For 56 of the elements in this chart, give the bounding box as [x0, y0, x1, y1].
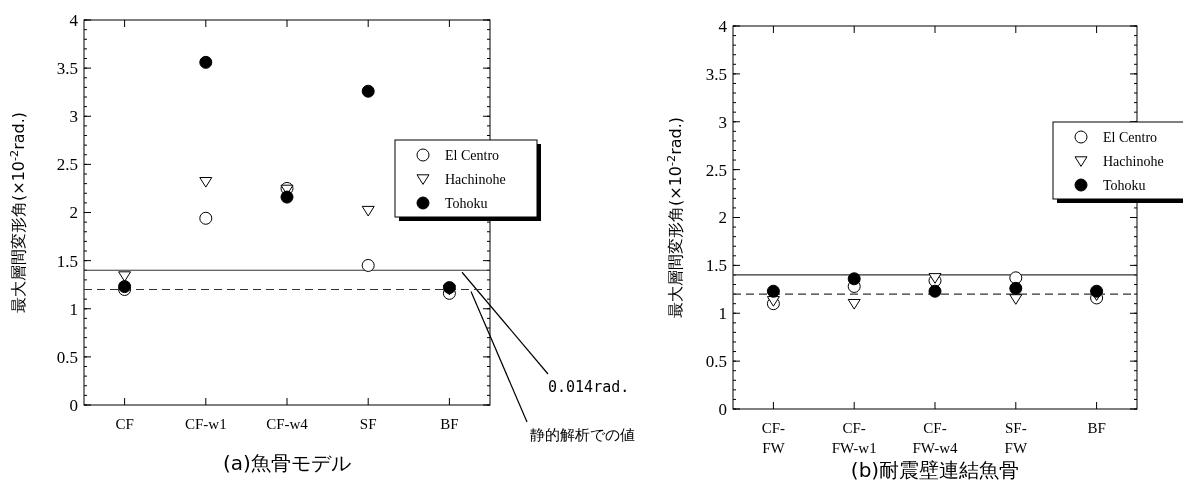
y-tick-label: 4	[718, 16, 728, 36]
point	[361, 258, 375, 272]
text: (b)耐震壁連結魚骨	[850, 458, 1020, 482]
text: (a)魚骨モデル	[223, 451, 351, 475]
x-tick-label: CF-w4	[266, 416, 309, 432]
point	[199, 177, 213, 188]
point	[847, 298, 861, 310]
point	[1090, 284, 1104, 298]
point	[847, 272, 861, 286]
y-tick-label: 3.5	[705, 64, 727, 84]
y-tick-label: 2	[69, 203, 78, 223]
y-tick-label: 0.5	[56, 347, 78, 367]
y-tick-label: 0	[69, 395, 78, 415]
legend-label: Hachinohe	[1103, 153, 1164, 169]
point	[199, 211, 213, 225]
x-tick-label: CF-w1	[184, 416, 227, 432]
point	[1009, 271, 1023, 285]
legend-label: Tohoku	[445, 195, 488, 211]
x-tick-label: SF- FW	[1004, 420, 1028, 456]
ref-line-label: 静的解析での値	[530, 426, 635, 444]
point	[361, 84, 375, 98]
point	[766, 296, 780, 307]
point	[361, 205, 375, 217]
point	[928, 284, 942, 298]
legend-label: Hachinohe	[445, 171, 506, 187]
y-tick-label: 2.5	[705, 160, 727, 180]
x-tick-label: BF	[1087, 420, 1106, 436]
y-tick-label: 1.5	[56, 251, 78, 271]
point	[766, 284, 780, 298]
y-tick-label: 1.5	[705, 256, 727, 276]
ref-line-label: 0.014rad.	[548, 378, 630, 396]
point	[1009, 281, 1023, 295]
y-tick-label: 1	[718, 304, 727, 324]
x-tick-label: BF	[440, 416, 459, 432]
legend-label: El Centro	[445, 147, 500, 163]
y-tick-label: 4	[69, 10, 79, 30]
x-tick-label: CF- FW-w1	[831, 420, 877, 456]
y-tick-label: 2.5	[56, 155, 78, 175]
y-tick-label: 1	[69, 299, 78, 319]
y-tick-label: 3	[718, 112, 727, 132]
x-tick-label: SF	[359, 416, 377, 432]
x-tick-label: CF- FW-w4	[912, 420, 958, 456]
x-tick-label: CF- FW	[761, 420, 786, 456]
legend-label: El Centro	[1103, 129, 1158, 145]
point	[199, 55, 213, 69]
y-tick-label: 3	[69, 107, 78, 127]
point	[118, 271, 132, 282]
x-tick-label: CF	[115, 416, 134, 432]
y-tick-label: 0	[718, 399, 727, 419]
y-tick-label: 0.5	[705, 352, 727, 372]
y-tick-label: 2	[718, 208, 727, 228]
point	[1009, 294, 1023, 305]
legend-label: Tohoku	[1103, 177, 1146, 193]
point	[928, 273, 942, 284]
y-tick-label: 3.5	[56, 59, 78, 79]
point	[280, 190, 294, 204]
